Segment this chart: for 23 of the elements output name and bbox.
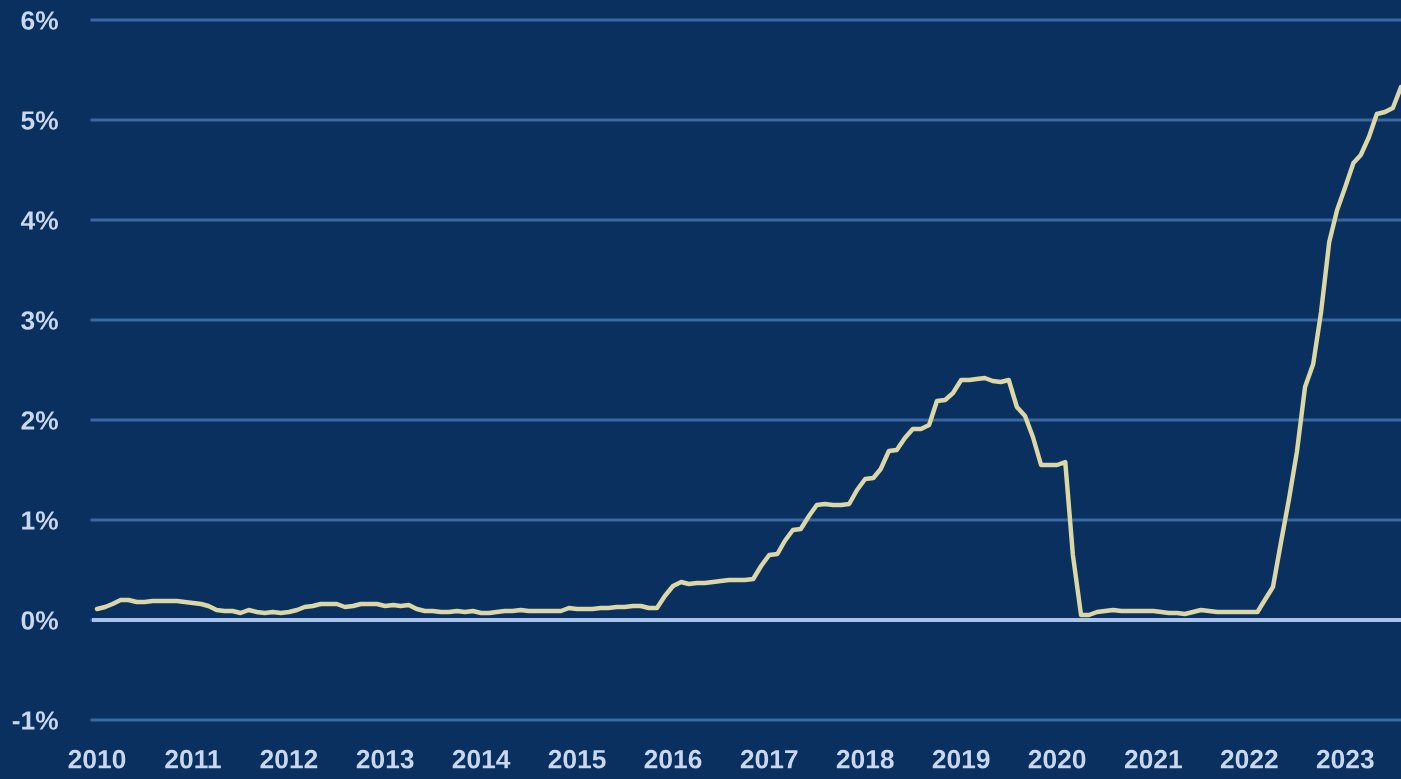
y-tick-label: 5% [21, 111, 58, 130]
x-tick-label: 2015 [548, 749, 606, 769]
x-tick-label: 2011 [165, 749, 221, 769]
y-tick-label: -1% [12, 711, 58, 730]
x-tick-label: 2021 [1124, 749, 1182, 769]
y-tick-label: 2% [21, 411, 58, 430]
x-tick-label: 2023 [1316, 749, 1374, 769]
x-tick-label: 2019 [932, 749, 990, 769]
y-tick-label: 4% [20, 211, 58, 230]
x-tick-label: 2020 [1028, 749, 1086, 769]
y-tick-label: 3% [21, 311, 58, 330]
line-series [94, 84, 1401, 618]
y-tick-label: 0% [21, 611, 58, 630]
x-tick-label: 2016 [644, 749, 702, 769]
y-tick-label: 1% [22, 511, 58, 530]
x-tick-label: 2013 [356, 749, 414, 769]
x-tick-label: 2010 [68, 749, 126, 769]
x-tick-label: 2018 [836, 749, 894, 769]
x-tick-label: 2017 [740, 749, 798, 769]
x-tick-label: 2014 [452, 749, 511, 769]
x-tick-label: 2012 [260, 749, 318, 769]
y-tick-label: 6% [21, 11, 58, 30]
x-tick-label: 2022 [1220, 749, 1278, 769]
